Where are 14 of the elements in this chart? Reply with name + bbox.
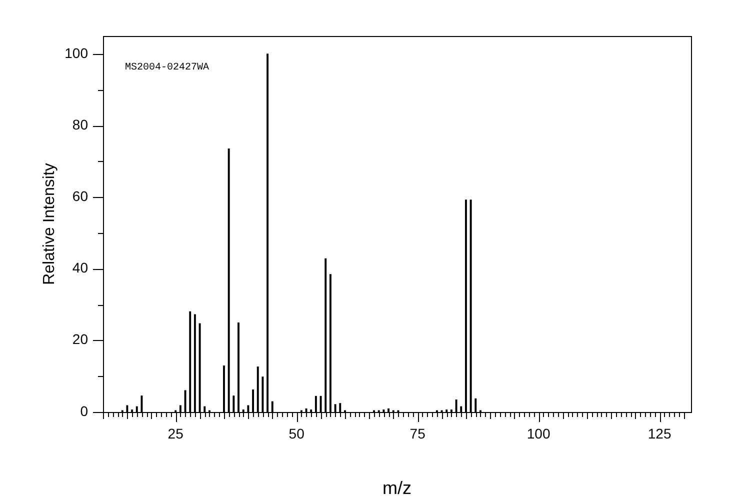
y-tick-label: 20 bbox=[72, 331, 88, 348]
y-tick-label: 100 bbox=[64, 44, 88, 61]
x-tick-label: 100 bbox=[526, 425, 550, 442]
y-axis-title: Relative Intensity bbox=[41, 163, 58, 285]
annotation: MS2004-02427WA bbox=[125, 62, 210, 74]
y-tick-label: 0 bbox=[80, 402, 88, 419]
x-tick-label: 50 bbox=[288, 425, 305, 442]
x-tick-label: 75 bbox=[410, 425, 426, 442]
x-axis-title: m/z bbox=[382, 478, 412, 498]
y-tick-label: 60 bbox=[72, 188, 88, 204]
y-tick-label: 40 bbox=[72, 260, 88, 276]
y-tick-label: 80 bbox=[72, 116, 88, 132]
x-tick-label: 25 bbox=[168, 425, 184, 442]
x-tick-label: 125 bbox=[648, 425, 672, 442]
